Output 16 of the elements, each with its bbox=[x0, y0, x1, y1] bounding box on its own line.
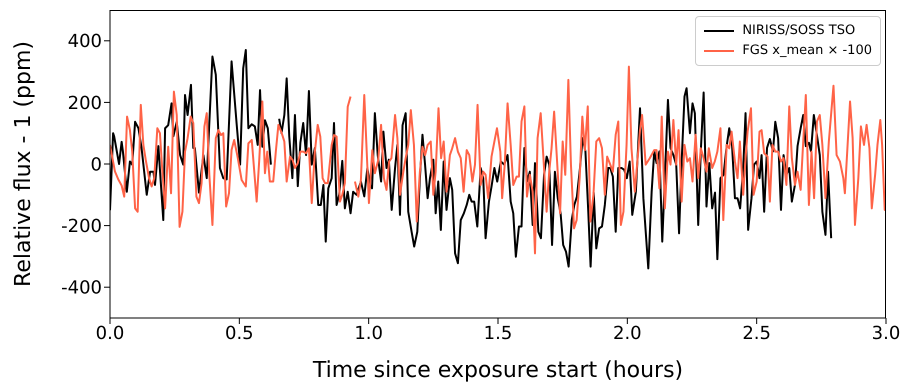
legend-label: FGS x_mean × -100 bbox=[742, 42, 872, 60]
x-tick-label: 2.5 bbox=[742, 322, 771, 344]
y-tick-label: 400 bbox=[68, 31, 102, 52]
x-tick-label: 0.5 bbox=[225, 322, 254, 344]
x-tick-label: 0.0 bbox=[96, 322, 124, 344]
y-tick-label: 0 bbox=[90, 154, 102, 176]
x-tick-label: 2.0 bbox=[613, 322, 642, 344]
x-tick-label: 1.0 bbox=[354, 322, 383, 344]
y-tick-label: 200 bbox=[68, 92, 102, 114]
legend-label: NIRISS/SOSS TSO bbox=[742, 22, 856, 40]
y-tick-label: -400 bbox=[61, 278, 102, 299]
y-tick-label: -200 bbox=[61, 216, 102, 237]
x-tick-label: 3.0 bbox=[872, 322, 900, 344]
x-axis-title: Time since exposure start (hours) bbox=[312, 358, 684, 383]
y-axis-title: Relative flux - 1 (ppm) bbox=[10, 41, 36, 287]
x-tick-label: 1.5 bbox=[484, 322, 512, 344]
